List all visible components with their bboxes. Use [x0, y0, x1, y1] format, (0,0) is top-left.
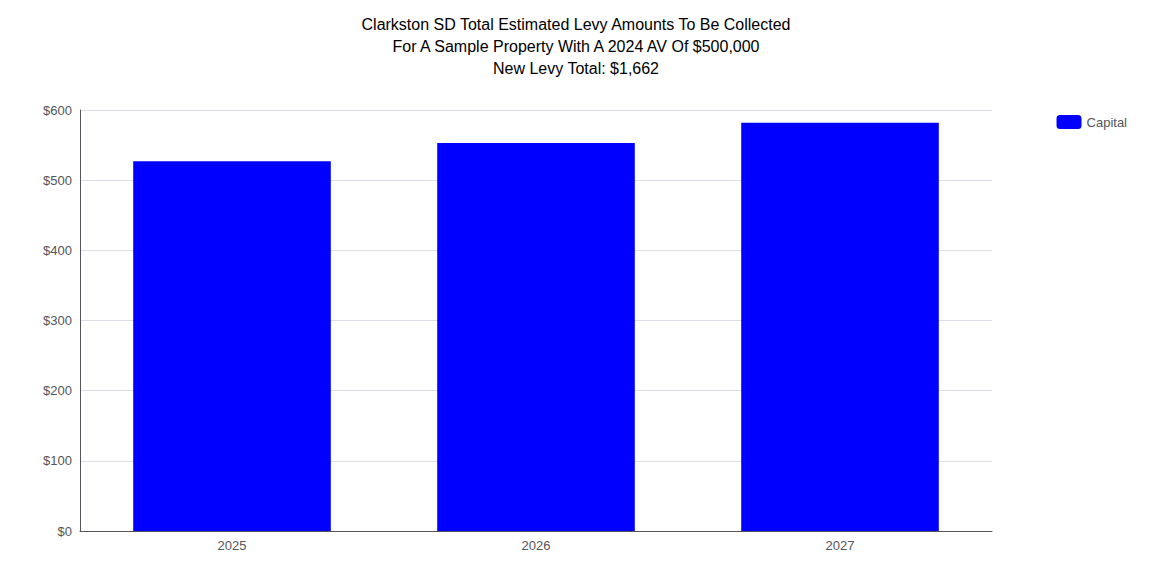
svg-text:Clarkston SD Total Estimated L: Clarkston SD Total Estimated Levy Amount…	[362, 16, 791, 33]
svg-text:$0: $0	[58, 524, 72, 539]
svg-text:Capital: Capital	[1087, 115, 1128, 130]
svg-text:$100: $100	[43, 453, 72, 468]
svg-text:$300: $300	[43, 313, 72, 328]
svg-text:$400: $400	[43, 243, 72, 258]
svg-text:2025: 2025	[218, 538, 247, 553]
svg-text:New Levy Total: $1,662: New Levy Total: $1,662	[493, 60, 659, 77]
svg-text:2027: 2027	[826, 538, 855, 553]
svg-text:$200: $200	[43, 383, 72, 398]
svg-text:$500: $500	[43, 173, 72, 188]
svg-text:$600: $600	[43, 103, 72, 118]
svg-text:2026: 2026	[522, 538, 551, 553]
svg-text:For A Sample Property With A 2: For A Sample Property With A 2024 AV Of …	[392, 38, 759, 55]
